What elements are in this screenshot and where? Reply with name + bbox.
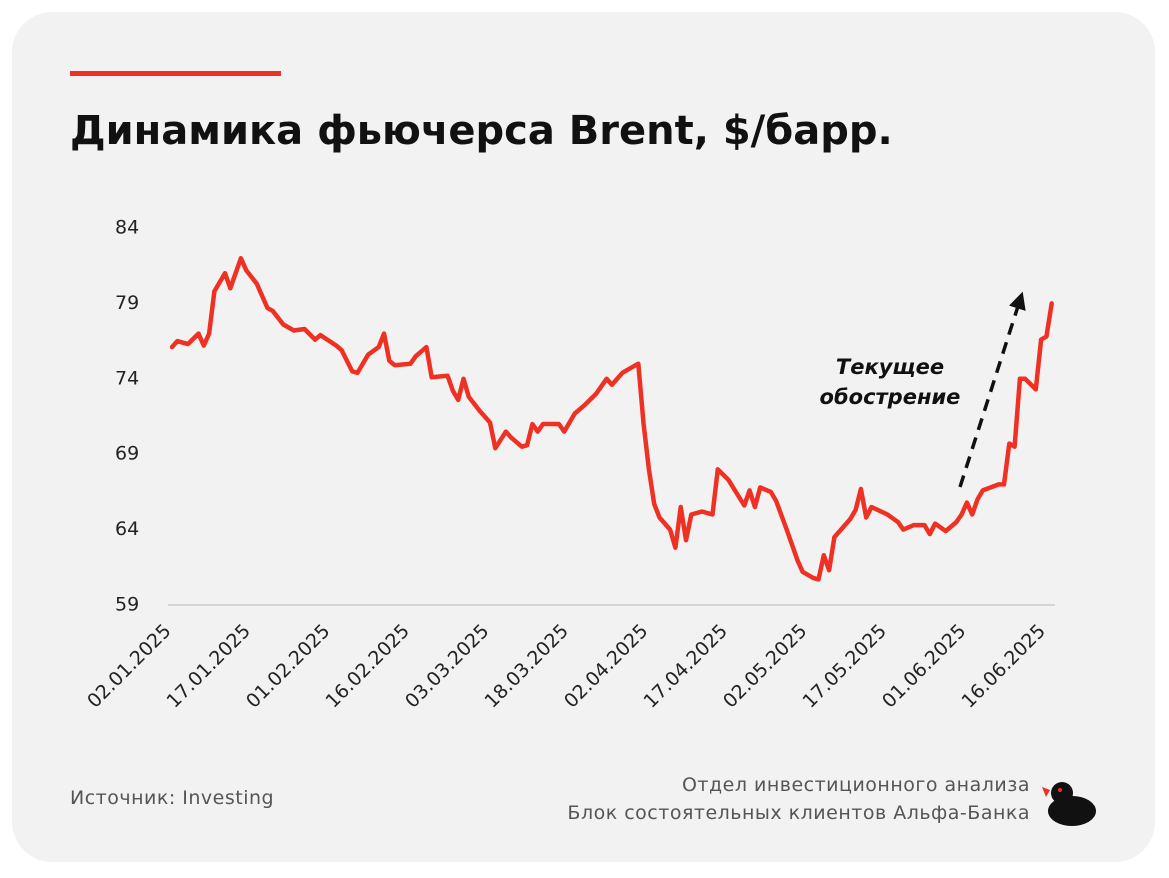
chart-title: Динамика фьючерса Brent, $/барр. [70,108,893,154]
annotation-line: Текущее [836,355,944,379]
annotation-line: обострение [820,385,961,409]
y-tick-label: 84 [115,217,139,239]
y-tick-label: 64 [115,518,139,540]
y-tick-label: 59 [115,594,139,616]
y-tick-label: 69 [115,443,139,465]
card [12,12,1155,862]
annotation-arrow [958,291,1026,488]
credit-line: Отдел инвестиционного анализа [682,774,1030,796]
y-tick-label: 79 [115,292,139,314]
credit-line: Блок состоятельных клиентов Альфа-Банка [567,802,1030,824]
logo [1042,782,1096,826]
source: Источник: Investing [70,787,274,809]
price-line [169,255,1054,582]
y-tick-label: 74 [115,367,139,389]
accent-bar [70,71,281,76]
